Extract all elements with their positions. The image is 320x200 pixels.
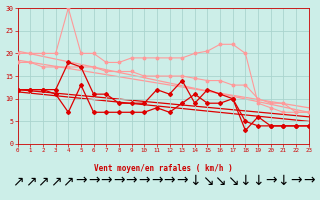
X-axis label: Vent moyen/en rafales ( km/h ): Vent moyen/en rafales ( km/h ): [94, 164, 233, 173]
